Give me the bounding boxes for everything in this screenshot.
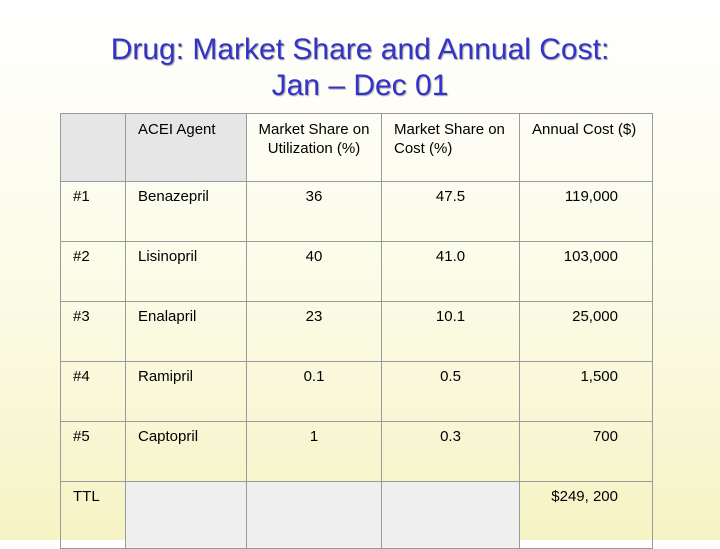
drug-cell: Benazepril: [125, 181, 247, 242]
cost-share-cell: 47.5: [381, 181, 520, 242]
annual-cost-cell: 700: [519, 421, 653, 482]
total-empty-cell: [381, 481, 520, 549]
rank-cell: #1: [60, 181, 126, 242]
total-empty-cell: [246, 481, 382, 549]
total-empty-cell: [125, 481, 247, 549]
util-cell: 1: [246, 421, 382, 482]
total-label-cell: TTL: [60, 481, 126, 549]
drug-cell: Captopril: [125, 421, 247, 482]
util-cell: 36: [246, 181, 382, 242]
total-row: TTL $249, 200: [60, 481, 653, 549]
table-row: #3 Enalapril 23 10.1 25,000: [60, 301, 653, 362]
market-share-table: ACEI Agent Market Share on Utilization (…: [60, 113, 653, 549]
title-line-2: Jan – Dec 01: [271, 69, 449, 102]
annual-cost-cell: 103,000: [519, 241, 653, 302]
header-cell-agent: ACEI Agent: [125, 113, 247, 182]
header-cell-cost-share: Market Share on Cost (%): [381, 113, 520, 182]
header-row: ACEI Agent Market Share on Utilization (…: [60, 113, 653, 182]
drug-cell: Lisinopril: [125, 241, 247, 302]
header-corner-cell: [60, 113, 126, 182]
util-cell: 0.1: [246, 361, 382, 422]
table-row: #5 Captopril 1 0.3 700: [60, 421, 653, 482]
table-row: #2 Lisinopril 40 41.0 103,000: [60, 241, 653, 302]
header-cell-util: Market Share on Utilization (%): [246, 113, 382, 182]
annual-cost-cell: 119,000: [519, 181, 653, 242]
cost-share-cell: 0.5: [381, 361, 520, 422]
rank-cell: #3: [60, 301, 126, 362]
cost-share-cell: 10.1: [381, 301, 520, 362]
table-row: #4 Ramipril 0.1 0.5 1,500: [60, 361, 653, 422]
rank-cell: #5: [60, 421, 126, 482]
annual-cost-cell: 1,500: [519, 361, 653, 422]
drug-cell: Enalapril: [125, 301, 247, 362]
total-annual-cost-cell: $249, 200: [519, 481, 653, 549]
annual-cost-cell: 25,000: [519, 301, 653, 362]
util-cell: 40: [246, 241, 382, 302]
rank-cell: #2: [60, 241, 126, 302]
title-line-1: Drug: Market Share and Annual Cost:: [110, 33, 610, 66]
drug-cell: Ramipril: [125, 361, 247, 422]
header-cell-annual: Annual Cost ($): [519, 113, 653, 182]
cost-share-cell: 0.3: [381, 421, 520, 482]
slide-title: Drug: Market Share and Annual Cost: Jan …: [0, 32, 720, 104]
cost-share-cell: 41.0: [381, 241, 520, 302]
rank-cell: #4: [60, 361, 126, 422]
table-row: #1 Benazepril 36 47.5 119,000: [60, 181, 653, 242]
util-cell: 23: [246, 301, 382, 362]
